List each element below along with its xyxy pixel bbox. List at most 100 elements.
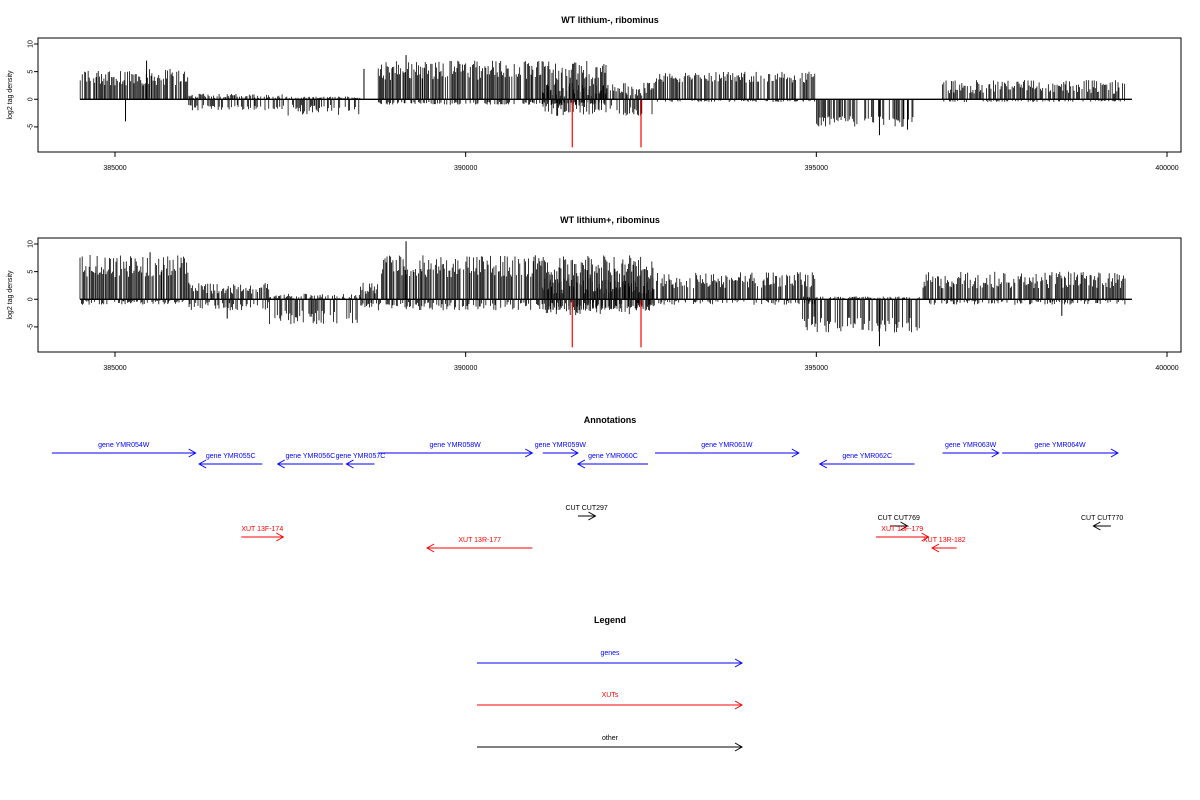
highlight-bars bbox=[571, 99, 642, 148]
feature-label: gene YMR063W bbox=[945, 442, 997, 449]
feature-label: gene YMR055C bbox=[206, 453, 256, 460]
arrow-left-icon bbox=[426, 543, 435, 553]
arrow-right-icon bbox=[570, 448, 579, 458]
feature-label: gene YMR060C bbox=[588, 453, 638, 460]
legend-entry-genes: genes bbox=[477, 650, 744, 668]
annotations-title: Annotations bbox=[584, 415, 637, 425]
arrow-right-icon bbox=[1110, 448, 1119, 458]
y-tick-label: 10 bbox=[28, 240, 35, 248]
track-panel-lithium-minus: WT lithium-, ribominus log2 tag density … bbox=[7, 15, 1182, 172]
feature-label: gene YMR064W bbox=[1034, 442, 1086, 449]
plot-frame bbox=[37, 237, 1182, 353]
y-axis-label: log2 tag density bbox=[7, 70, 14, 120]
annotation-feature: CUT CUT770 bbox=[1081, 515, 1123, 531]
annotation-feature: CUT CUT297 bbox=[566, 505, 608, 521]
annotation-feature: CUT CUT769 bbox=[878, 515, 920, 531]
x-tick-label: 395000 bbox=[805, 165, 828, 172]
arrow-right-icon bbox=[525, 448, 534, 458]
feature-label: XUT 13R-177 bbox=[458, 537, 501, 544]
feature-label: XUT 13F-179 bbox=[881, 526, 923, 533]
arrow-right-icon bbox=[734, 742, 744, 752]
highlight-bars bbox=[571, 299, 642, 348]
arrow-right-icon bbox=[588, 511, 597, 521]
x-axis: 385000 390000 395000 400000 bbox=[103, 152, 1179, 172]
y-tick-label: 10 bbox=[28, 40, 35, 48]
annotation-feature: XUT 13F-174 bbox=[241, 526, 285, 542]
legend-entry-other: other bbox=[477, 735, 744, 752]
feature-label: gene YMR056C bbox=[285, 453, 335, 460]
feature-label: CUT CUT297 bbox=[566, 505, 608, 512]
arrow-left-icon bbox=[931, 543, 940, 553]
arrow-right-icon bbox=[991, 448, 1000, 458]
arrow-right-icon bbox=[900, 521, 909, 531]
feature-label: CUT CUT770 bbox=[1081, 515, 1123, 522]
track-panel-lithium-plus: WT lithium+, ribominus log2 tag density … bbox=[7, 215, 1182, 372]
y-tick-label: 5 bbox=[28, 70, 35, 74]
annotations-track: Annotations gene YMR054W gene YMR055C gene… bbox=[51, 415, 1123, 553]
feature-label: gene YMR061W bbox=[701, 442, 753, 449]
legend-label: other bbox=[602, 735, 619, 742]
x-axis: 385000 390000 395000 400000 bbox=[103, 352, 1179, 372]
arrow-right-icon bbox=[276, 532, 285, 542]
legend-entry-xuts: XUTs bbox=[477, 692, 744, 710]
feature-label: gene YMR058W bbox=[430, 442, 482, 449]
y-tick-label: 0 bbox=[28, 97, 35, 101]
feature-label: gene YMR057C bbox=[336, 453, 386, 460]
x-tick-label: 385000 bbox=[103, 365, 126, 372]
y-axis-label: log2 tag density bbox=[7, 270, 14, 320]
feature-label: gene YMR054W bbox=[98, 442, 150, 449]
y-axis: -5 0 5 10 bbox=[28, 240, 38, 330]
annotation-feature: gene YMR058W bbox=[378, 442, 534, 458]
annotation-feature: gene YMR056C bbox=[276, 453, 343, 469]
y-tick-label: -5 bbox=[27, 124, 34, 130]
arrow-left-icon bbox=[276, 459, 285, 469]
arrow-left-icon bbox=[576, 459, 586, 469]
x-tick-label: 400000 bbox=[1155, 165, 1178, 172]
density-bars bbox=[79, 55, 1126, 136]
y-axis: -5 0 5 10 bbox=[27, 40, 38, 130]
arrow-right-icon bbox=[921, 532, 930, 542]
legend-label: XUTs bbox=[602, 692, 619, 699]
feature-label: gene YMR062C bbox=[842, 453, 892, 460]
arrow-left-icon bbox=[818, 459, 828, 469]
x-tick-label: 400000 bbox=[1155, 365, 1178, 372]
annotation-feature: XUT 13R-177 bbox=[426, 537, 533, 553]
feature-label: XUT 13R-182 bbox=[923, 537, 966, 544]
y-tick-label: 0 bbox=[28, 297, 35, 301]
feature-label: XUT 13F-174 bbox=[241, 526, 283, 533]
arrow-left-icon bbox=[1092, 521, 1101, 531]
annotation-feature: XUT 13R-182 bbox=[923, 537, 966, 553]
annotation-feature: gene YMR054W bbox=[51, 442, 197, 458]
arrow-right-icon bbox=[791, 448, 800, 458]
annotation-feature: gene YMR063W bbox=[942, 442, 1000, 458]
x-tick-label: 385000 bbox=[103, 165, 126, 172]
annotation-feature: gene YMR061W bbox=[655, 442, 800, 458]
arrow-left-icon bbox=[345, 459, 354, 469]
x-tick-label: 390000 bbox=[454, 365, 477, 372]
plot-frame bbox=[37, 37, 1182, 153]
x-tick-label: 395000 bbox=[805, 365, 828, 372]
legend-title: Legend bbox=[594, 615, 626, 625]
arrow-right-icon bbox=[734, 658, 744, 668]
legend-label: genes bbox=[600, 650, 620, 657]
panel-title: WT lithium-, ribominus bbox=[561, 15, 659, 25]
annotation-feature: gene YMR059W bbox=[535, 442, 587, 458]
x-tick-label: 390000 bbox=[454, 165, 477, 172]
feature-label: gene YMR059W bbox=[535, 442, 587, 449]
annotation-feature: gene YMR055C bbox=[198, 453, 263, 469]
annotation-feature: gene YMR062C bbox=[818, 453, 915, 469]
density-bars bbox=[79, 241, 1126, 347]
y-tick-label: -5 bbox=[28, 324, 35, 330]
arrow-right-icon bbox=[734, 700, 744, 710]
feature-label: CUT CUT769 bbox=[878, 515, 920, 522]
annotation-feature: XUT 13F-179 bbox=[875, 526, 930, 542]
legend: Legend genes XUTs other bbox=[477, 615, 744, 752]
annotation-feature: gene YMR064W bbox=[1002, 442, 1119, 458]
arrow-right-icon bbox=[188, 448, 197, 458]
annotation-feature: gene YMR057C bbox=[336, 453, 386, 469]
y-tick-label: 5 bbox=[28, 270, 35, 274]
annotation-feature: gene YMR060C bbox=[576, 453, 649, 469]
